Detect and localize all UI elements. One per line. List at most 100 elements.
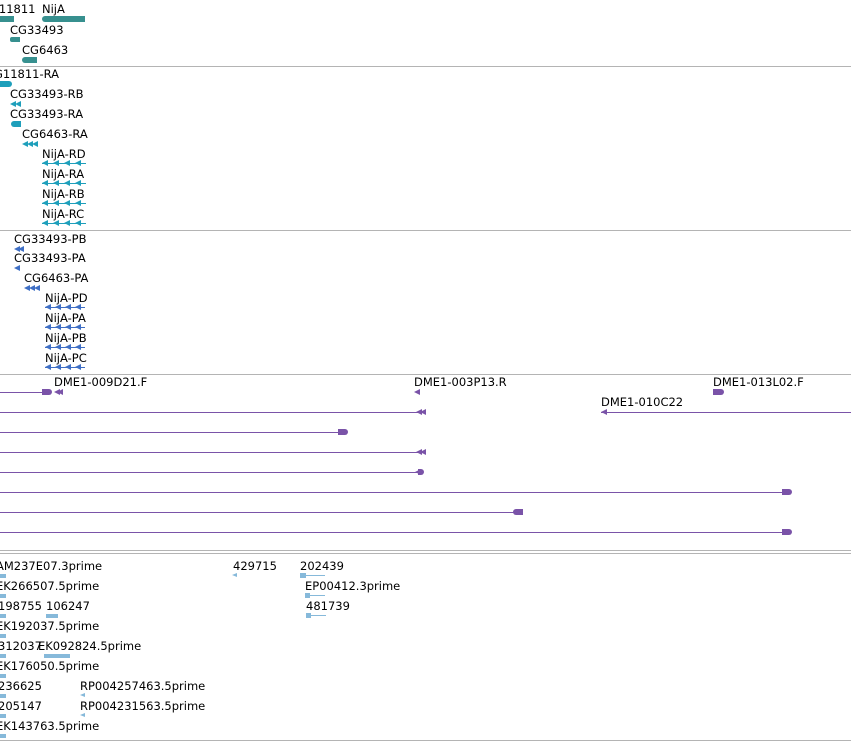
ests-feature-label[interactable]: EK143763.5prime: [0, 719, 100, 733]
clone-feature[interactable]: [0, 472, 420, 473]
transcript-feature[interactable]: [0, 81, 12, 87]
est-feature[interactable]: [0, 654, 6, 658]
transcripts-feature-label[interactable]: NijA-RB: [42, 187, 85, 201]
genes-feature-label[interactable]: G11811: [0, 2, 36, 16]
clone-feature[interactable]: [0, 532, 785, 533]
ests-feature-label[interactable]: 481739: [306, 599, 350, 613]
transcripts-feature-label[interactable]: NijA-RA: [42, 167, 85, 181]
est-feature[interactable]: [0, 594, 6, 598]
gene-feature[interactable]: [22, 57, 37, 63]
est-feature[interactable]: [0, 614, 6, 618]
clone-feature[interactable]: [0, 412, 420, 413]
ests-feature-label[interactable]: 236625: [0, 679, 42, 693]
est-feature[interactable]: [306, 615, 326, 616]
exon-arrow: [65, 364, 71, 370]
exon-arrow: [53, 200, 59, 206]
est-feature[interactable]: [0, 714, 6, 718]
proteins-feature-label[interactable]: NijA-PD: [45, 291, 88, 305]
clone-end[interactable]: [418, 469, 424, 475]
transcript-feature[interactable]: [11, 121, 21, 127]
ests-feature-label[interactable]: EK192037.5prime: [0, 619, 100, 633]
est-feature[interactable]: [0, 694, 6, 698]
ests-feature-label[interactable]: EK092824.5prime: [38, 639, 142, 653]
ests-feature-label[interactable]: AM237E07.3prime: [0, 559, 103, 573]
gene-feature[interactable]: [10, 37, 20, 42]
exon-arrow: [29, 285, 35, 291]
proteins-feature-label[interactable]: CG33493-PA: [14, 251, 86, 265]
ests-feature-label[interactable]: EK266507.5prime: [0, 579, 100, 593]
transcripts-feature-label[interactable]: CG33493-RA: [10, 107, 84, 121]
track-separator: [0, 66, 851, 67]
est-feature[interactable]: [44, 654, 70, 658]
ests-feature-label[interactable]: 312037: [0, 639, 42, 653]
exon-arrow: [55, 304, 61, 310]
clone-end[interactable]: [42, 389, 52, 395]
clone-end[interactable]: [513, 509, 523, 515]
est-feature[interactable]: [0, 674, 6, 678]
transcripts-feature-label[interactable]: CG33493-RB: [10, 87, 84, 101]
track-separator: [0, 374, 851, 375]
ests-feature-label[interactable]: RP004231563.5prime: [80, 699, 206, 713]
clone-feature[interactable]: [0, 512, 515, 513]
clone-feature[interactable]: [0, 432, 340, 433]
ests-feature-label[interactable]: EK176050.5prime: [0, 659, 100, 673]
genes-feature-label[interactable]: NijA: [42, 2, 65, 16]
exon-arrow: [64, 180, 70, 186]
exon-arrow: [75, 180, 81, 186]
clone-feature[interactable]: [0, 452, 420, 453]
clone-end[interactable]: [338, 429, 348, 435]
exon-arrow: [414, 389, 420, 395]
ests-feature-label[interactable]: EP00412.3prime: [305, 579, 401, 593]
est-feature[interactable]: [0, 574, 6, 578]
exon-arrow: [64, 220, 70, 226]
clone-feature[interactable]: [0, 492, 785, 493]
gene-feature[interactable]: [0, 16, 14, 22]
est-feature[interactable]: [300, 575, 325, 576]
proteins-feature-label[interactable]: NijA-PA: [45, 311, 86, 325]
genes-feature-label[interactable]: CG33493: [10, 23, 64, 37]
ests-feature-label[interactable]: 202439: [300, 559, 344, 573]
transcripts-feature-label[interactable]: NijA-RD: [42, 147, 86, 161]
clone-feature[interactable]: [601, 412, 851, 413]
clones-feature-label[interactable]: DME1-009D21.F: [54, 375, 148, 389]
clone-end[interactable]: [782, 529, 792, 535]
transcripts-feature-label[interactable]: G11811-RA: [0, 67, 60, 81]
proteins-feature-label[interactable]: CG6463-PA: [24, 271, 89, 285]
transcripts-feature-label[interactable]: CG6463-RA: [22, 127, 88, 141]
est-feature[interactable]: [305, 595, 325, 596]
clone-end[interactable]: [713, 389, 724, 395]
clone-end[interactable]: [782, 489, 792, 495]
est-feature[interactable]: [46, 614, 58, 618]
ests-feature-label[interactable]: 198755: [0, 599, 42, 613]
track-separator: [0, 550, 851, 551]
proteins-feature-label[interactable]: NijA-PC: [45, 351, 87, 365]
ests-feature-label[interactable]: 106247: [46, 599, 90, 613]
exon-arrow: [65, 304, 71, 310]
ests-feature-label[interactable]: 205147: [0, 699, 42, 713]
ests-feature-label[interactable]: 429715: [233, 559, 277, 573]
ests-feature-label[interactable]: RP004257463.5prime: [80, 679, 206, 693]
proteins-feature-label[interactable]: NijA-PB: [45, 331, 87, 345]
est-feature[interactable]: [306, 613, 311, 618]
est-feature[interactable]: [305, 593, 310, 598]
exon-arrow: [80, 693, 85, 697]
gene-feature[interactable]: [42, 16, 85, 22]
transcripts-feature-label[interactable]: NijA-RC: [42, 207, 85, 221]
exon-arrow: [75, 160, 81, 166]
proteins-feature-label[interactable]: CG33493-PB: [14, 232, 87, 246]
est-feature[interactable]: [300, 573, 306, 578]
clones-feature-label[interactable]: DME1-010C22: [601, 395, 684, 409]
exon-arrow: [45, 304, 51, 310]
exon-arrow: [55, 364, 61, 370]
exon-arrow: [65, 344, 71, 350]
clones-feature-label[interactable]: DME1-003P13.R: [414, 375, 507, 389]
clone-feature[interactable]: [0, 392, 48, 393]
clones-feature-label[interactable]: DME1-013L02.F: [713, 375, 804, 389]
track-separator: [0, 553, 851, 554]
exon-arrow: [18, 246, 24, 252]
exon-arrow: [22, 141, 28, 147]
exon-arrow: [53, 180, 59, 186]
genes-feature-label[interactable]: CG6463: [22, 43, 69, 57]
est-feature[interactable]: [0, 634, 6, 638]
est-feature[interactable]: [0, 734, 6, 738]
